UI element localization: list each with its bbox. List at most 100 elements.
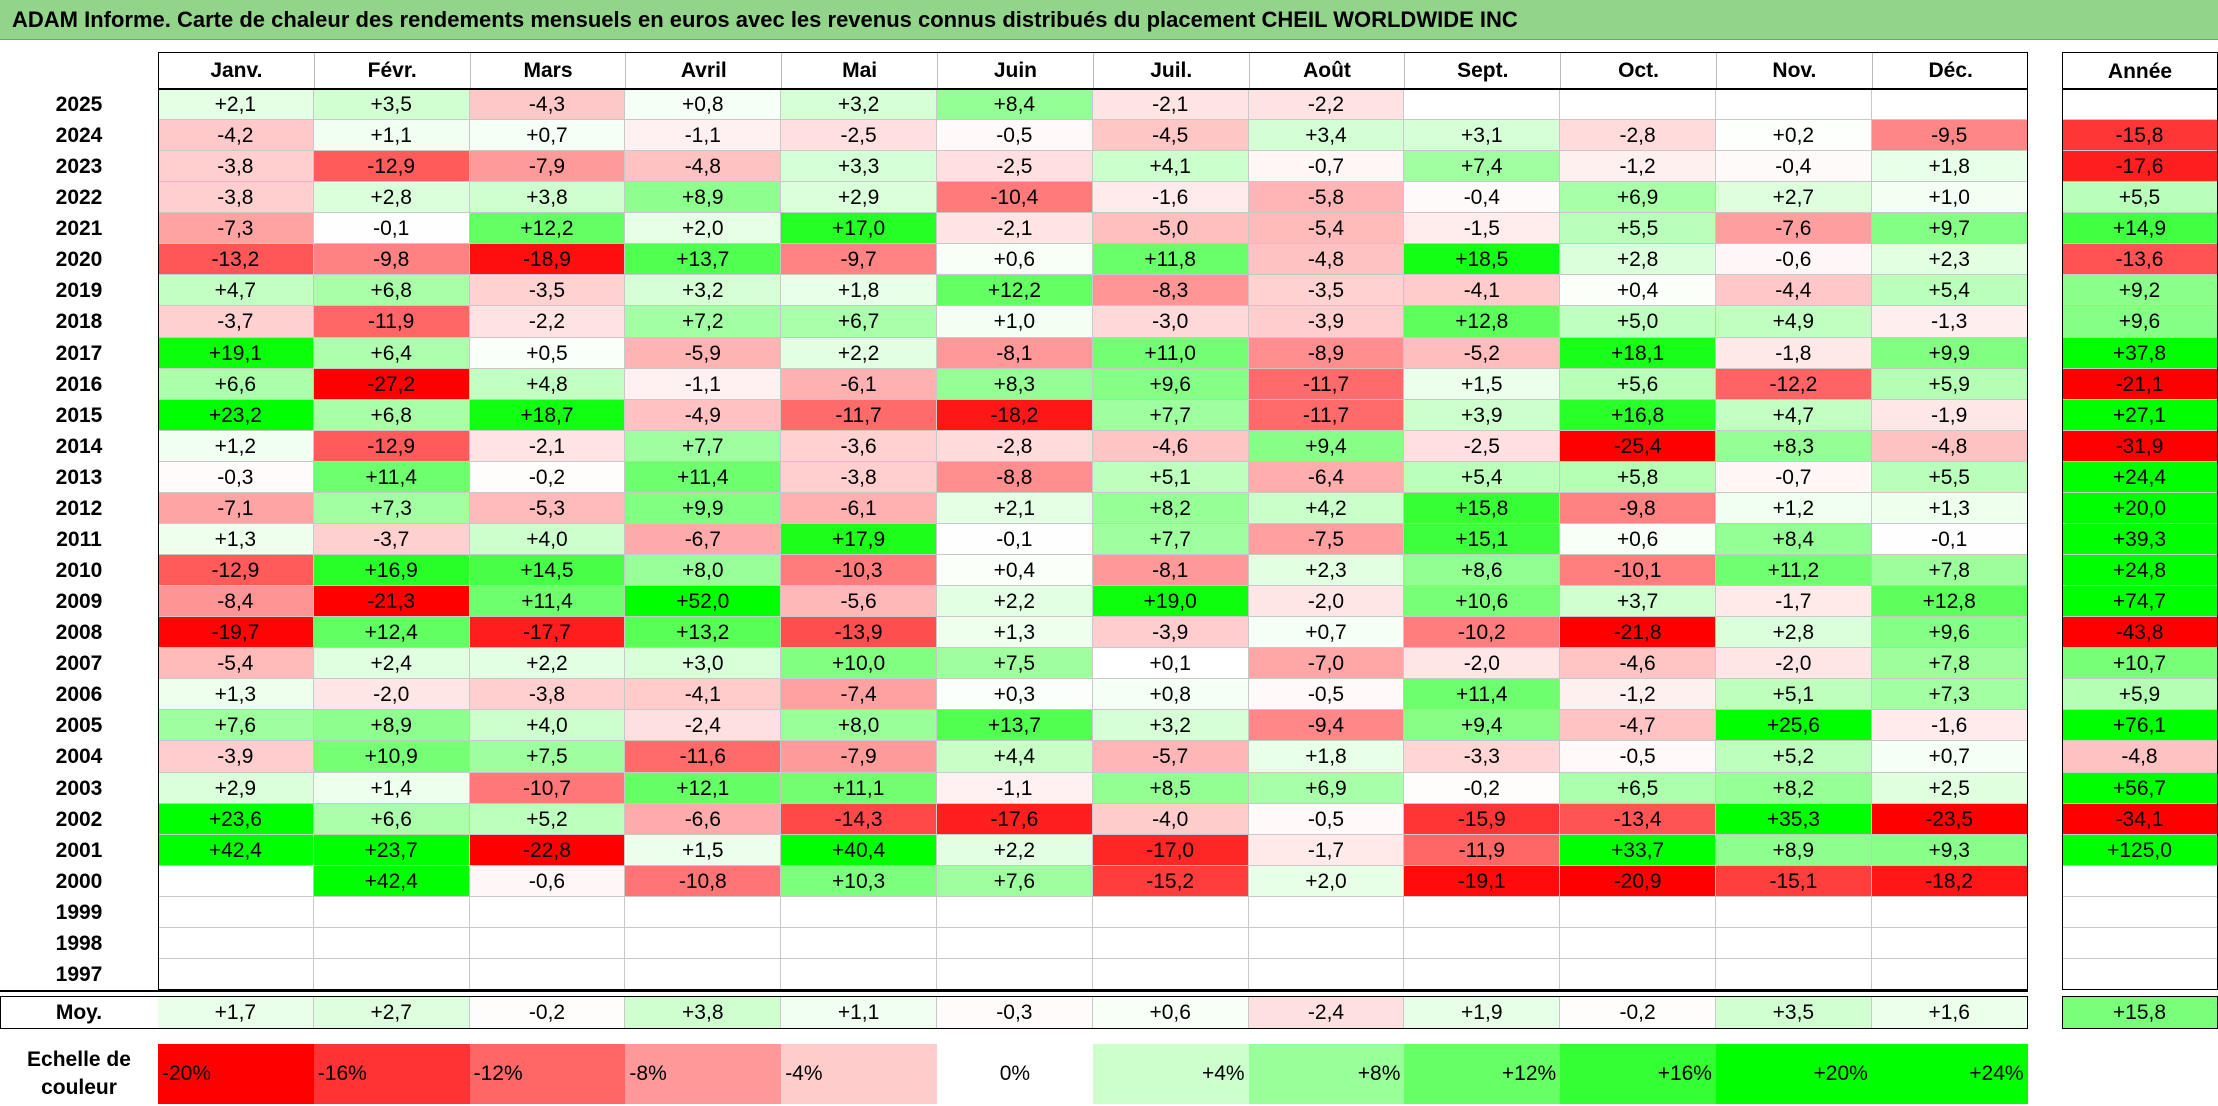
heatmap-cell: +1,8 xyxy=(1248,741,1405,773)
year-label: 1997 xyxy=(55,962,103,986)
year-label: 2024 xyxy=(55,124,103,148)
heatmap-cell: +17,0 xyxy=(781,213,937,245)
heatmap-cell: +5,4 xyxy=(1871,275,2028,307)
month-header-cell: Oct. xyxy=(1561,53,1717,88)
heatmap-cell xyxy=(937,896,1093,928)
heatmap-cell: -0,5 xyxy=(1248,679,1405,711)
heatmap-cell: +5,2 xyxy=(1716,741,1872,773)
heatmap-cell: -10,1 xyxy=(1560,555,1716,587)
heatmap-cell: +7,8 xyxy=(1871,648,2028,680)
heatmap-cell: +0,7 xyxy=(1871,741,2028,773)
heatmap-cell: -7,6 xyxy=(1716,213,1872,245)
month-header-cell: Mai xyxy=(782,53,938,88)
heatmap-cell: -5,0 xyxy=(1092,213,1249,245)
annual-cell: +9,2 xyxy=(2062,275,2218,307)
color-scale-swatch: -12% xyxy=(469,1044,626,1104)
table-bottom-border xyxy=(0,990,2028,993)
heatmap-cell: +3,3 xyxy=(781,151,937,183)
heatmap-cell: +2,4 xyxy=(313,648,470,680)
heatmap-cell: -4,9 xyxy=(625,399,782,431)
year-label: 2009 xyxy=(55,590,103,614)
heatmap-cell: -4,8 xyxy=(625,151,782,183)
heatmap-cell: -10,7 xyxy=(469,772,626,804)
heatmap-cell xyxy=(1716,958,1872,991)
annual-cell: +14,9 xyxy=(2062,213,2218,245)
heatmap-cell: +5,8 xyxy=(1560,461,1716,493)
heatmap-cell: +5,6 xyxy=(1560,368,1716,400)
heatmap-cell: +2,5 xyxy=(1871,772,2028,804)
heatmap-cell: -15,1 xyxy=(1716,865,1872,897)
heatmap-cell: +7,6 xyxy=(158,710,314,742)
heatmap-cell: +6,8 xyxy=(313,275,470,307)
heatmap-cell: +7,8 xyxy=(1871,555,2028,587)
heatmap-cell: -11,7 xyxy=(781,399,937,431)
heatmap-cell: -0,6 xyxy=(469,865,626,897)
heatmap-cell: -2,0 xyxy=(313,679,470,711)
heatmap-cell xyxy=(1248,896,1405,928)
heatmap-cell: +3,2 xyxy=(781,89,937,121)
color-scale-swatch: -8% xyxy=(625,1044,782,1104)
heatmap-cell: -0,1 xyxy=(1871,523,2028,556)
heatmap-cell: -0,6 xyxy=(1716,244,1872,276)
heatmap-cell: -1,1 xyxy=(625,120,782,152)
heatmap-cell: -8,3 xyxy=(1092,275,1249,307)
month-header-cell: Août xyxy=(1250,53,1406,88)
heatmap-cell: -11,6 xyxy=(625,741,782,773)
heatmap-cell: +3,5 xyxy=(313,89,470,121)
heatmap-cell: +4,0 xyxy=(469,710,626,742)
heatmap-cell xyxy=(625,927,782,959)
heatmap-cell: +2,2 xyxy=(937,834,1093,866)
heatmap-cell: -4,0 xyxy=(1092,803,1249,835)
heatmap-cell: +2,8 xyxy=(1716,617,1872,649)
heatmap-cell: +2,9 xyxy=(781,182,937,214)
heatmap-cell: +1,1 xyxy=(313,120,470,152)
heatmap-cell: -13,4 xyxy=(1560,803,1716,835)
heatmap-cell: -11,9 xyxy=(313,306,470,338)
heatmap-cell: -4,2 xyxy=(158,120,314,152)
heatmap-cell xyxy=(1716,927,1872,959)
average-annual-cell: +15,8 xyxy=(2062,996,2218,1029)
heatmap-cell: +0,7 xyxy=(1248,617,1405,649)
heatmap-cell: -3,9 xyxy=(1248,306,1405,338)
heatmap-cell: +8,2 xyxy=(1716,772,1872,804)
heatmap-cell: +1,4 xyxy=(313,772,470,804)
heatmap-cell: +15,8 xyxy=(1404,492,1561,524)
heatmap-cell: +6,7 xyxy=(781,306,937,338)
heatmap-cell: +1,3 xyxy=(1871,492,2028,524)
heatmap-cell: +0,6 xyxy=(937,244,1093,276)
year-label: 2004 xyxy=(55,745,103,769)
color-scale-swatch: +8% xyxy=(1248,1044,1405,1104)
heatmap-cell: -21,8 xyxy=(1560,617,1716,649)
heatmap-cell: -1,7 xyxy=(1716,586,1872,618)
heatmap-cell: -23,5 xyxy=(1871,803,2028,835)
heatmap-cell: -2,0 xyxy=(1716,648,1872,680)
year-label: 2011 xyxy=(56,527,102,551)
year-label: 2008 xyxy=(55,621,103,645)
heatmap-cell: +15,1 xyxy=(1404,523,1561,556)
heatmap-cell: +3,1 xyxy=(1404,120,1561,152)
heatmap-cell: -21,3 xyxy=(313,586,470,618)
heatmap-cell: -1,8 xyxy=(1716,337,1872,369)
heatmap-cell xyxy=(1248,927,1405,959)
heatmap-cell: +0,8 xyxy=(1092,679,1249,711)
annual-cell xyxy=(2062,89,2218,121)
heatmap-cell: +5,1 xyxy=(1092,461,1249,493)
heatmap-cell: -8,9 xyxy=(1248,337,1405,369)
heatmap-cell: -4,6 xyxy=(1092,430,1249,462)
heatmap-cell xyxy=(1560,958,1716,991)
heatmap-cell: -4,8 xyxy=(1248,244,1405,276)
heatmap-cell: -3,6 xyxy=(781,430,937,462)
heatmap-cell: -5,8 xyxy=(1248,182,1405,214)
average-cell: -0,3 xyxy=(937,996,1093,1029)
color-scale-label: Echelle de couleur xyxy=(0,1044,158,1104)
heatmap-cell: +3,9 xyxy=(1404,399,1561,431)
heatmap-cell: -18,9 xyxy=(469,244,626,276)
year-label: 1999 xyxy=(55,900,103,924)
heatmap-cell: -8,8 xyxy=(937,461,1093,493)
annual-cell: -21,1 xyxy=(2062,368,2218,400)
heatmap-cell: -6,1 xyxy=(781,492,937,524)
heatmap-cell: +14,5 xyxy=(469,555,626,587)
title-bar: ADAM Informe. Carte de chaleur des rende… xyxy=(0,0,2218,40)
average-cell: +1,7 xyxy=(158,996,314,1029)
heatmap-cell: -0,5 xyxy=(937,120,1093,152)
